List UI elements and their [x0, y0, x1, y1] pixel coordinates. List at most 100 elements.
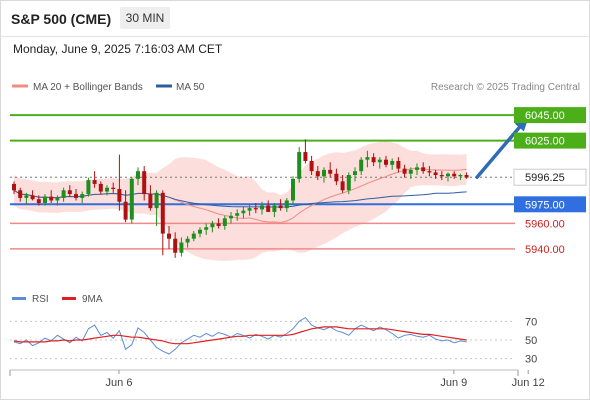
candle-body	[328, 169, 333, 174]
candle	[204, 223, 209, 235]
rsi-panel: 70 50 30	[10, 316, 537, 366]
ma9-legend-swatch	[62, 297, 76, 300]
candle-body	[384, 159, 388, 165]
candle-body	[24, 195, 29, 198]
candle-body	[353, 171, 357, 175]
candle	[49, 190, 54, 204]
candle	[167, 225, 171, 249]
candle	[291, 176, 295, 205]
candle-body	[74, 194, 78, 198]
candle-body	[464, 174, 469, 178]
candle	[173, 232, 178, 258]
candle	[98, 181, 103, 195]
candle	[266, 200, 271, 212]
candle-body	[148, 194, 153, 209]
candle-body	[123, 201, 128, 220]
pivot-level-tag	[514, 196, 586, 213]
candle-body	[365, 157, 370, 160]
candle	[185, 236, 190, 248]
pivot-level-label: 5975.00	[525, 199, 565, 211]
candlesticks	[12, 139, 469, 258]
candle	[396, 157, 401, 173]
candle-body	[43, 196, 47, 204]
candle	[61, 187, 66, 202]
candle-body	[241, 210, 246, 214]
candle-body	[439, 174, 444, 177]
credit-label: Research © 2025 Trading Central	[431, 82, 580, 93]
candle	[123, 190, 128, 223]
candle-body	[278, 205, 283, 209]
timeframe-button[interactable]: 30 MIN	[120, 7, 170, 29]
rsi-line	[13, 316, 467, 355]
candle	[427, 166, 432, 177]
ma50-legend-swatch	[156, 84, 172, 88]
candle	[80, 191, 85, 204]
candle-body	[390, 160, 395, 165]
candle	[433, 169, 438, 179]
candle-body	[340, 181, 345, 191]
candle-body	[247, 208, 252, 211]
last-price-label: 5996.25	[525, 172, 565, 184]
candle-body	[396, 160, 401, 169]
candle	[235, 209, 240, 221]
rsi-legend-label: RSI	[32, 294, 49, 305]
candle	[12, 181, 16, 195]
candle-body	[291, 178, 295, 201]
x-tick-label: Jun 12	[512, 377, 545, 389]
legend: MA 20 + Bollinger Bands MA 50 Research ©…	[12, 82, 580, 93]
chart-header: S&P 500 (CME) 30 MIN	[0, 0, 590, 37]
candle-body	[105, 187, 109, 192]
candle	[402, 164, 407, 178]
candle-body	[377, 159, 382, 163]
candle	[24, 192, 29, 205]
candle	[36, 195, 41, 206]
candle	[439, 171, 444, 181]
candle-body	[433, 172, 438, 175]
candle	[384, 155, 388, 168]
candle-body	[67, 190, 72, 195]
candle	[458, 173, 463, 181]
candle-body	[315, 171, 320, 177]
candle	[74, 189, 78, 201]
rsi-tick-label: 50	[525, 335, 537, 347]
candle-body	[167, 233, 171, 239]
candle	[229, 211, 233, 224]
candle-body	[452, 173, 457, 177]
candle-body	[12, 183, 16, 191]
candle-body	[49, 196, 54, 201]
x-axis: Jun 6 Jun 9 Jun 12	[9, 370, 545, 389]
candle-body	[80, 194, 85, 198]
candle	[247, 204, 252, 216]
candle-body	[229, 215, 233, 219]
support-level-label: 5940.00	[525, 244, 565, 256]
projection-arrow-shaft	[475, 117, 529, 179]
candle	[154, 190, 159, 226]
candle-body	[346, 174, 351, 191]
candle-body	[446, 173, 450, 177]
candle	[322, 167, 326, 183]
candle-body	[266, 205, 271, 212]
ma50-legend-label: MA 50	[176, 82, 205, 93]
candle-body	[235, 213, 240, 216]
candle-body	[421, 167, 426, 172]
candle-body	[216, 223, 221, 226]
bb-legend-label: MA 20 + Bollinger Bands	[33, 82, 143, 93]
candle	[111, 182, 116, 193]
candle-body	[136, 171, 140, 179]
candle	[92, 171, 97, 188]
candle-body	[371, 157, 376, 163]
candle-body	[185, 238, 190, 243]
candle	[241, 206, 246, 219]
candle	[136, 167, 140, 186]
candle	[272, 203, 277, 218]
candle	[421, 162, 426, 174]
candle	[278, 199, 283, 211]
bb-legend-swatch	[12, 84, 28, 88]
candle	[105, 185, 109, 196]
candle	[315, 166, 320, 181]
candle	[148, 185, 153, 211]
candle	[253, 203, 258, 214]
candle	[30, 190, 35, 201]
candle-body	[334, 173, 339, 182]
candle	[346, 172, 351, 195]
